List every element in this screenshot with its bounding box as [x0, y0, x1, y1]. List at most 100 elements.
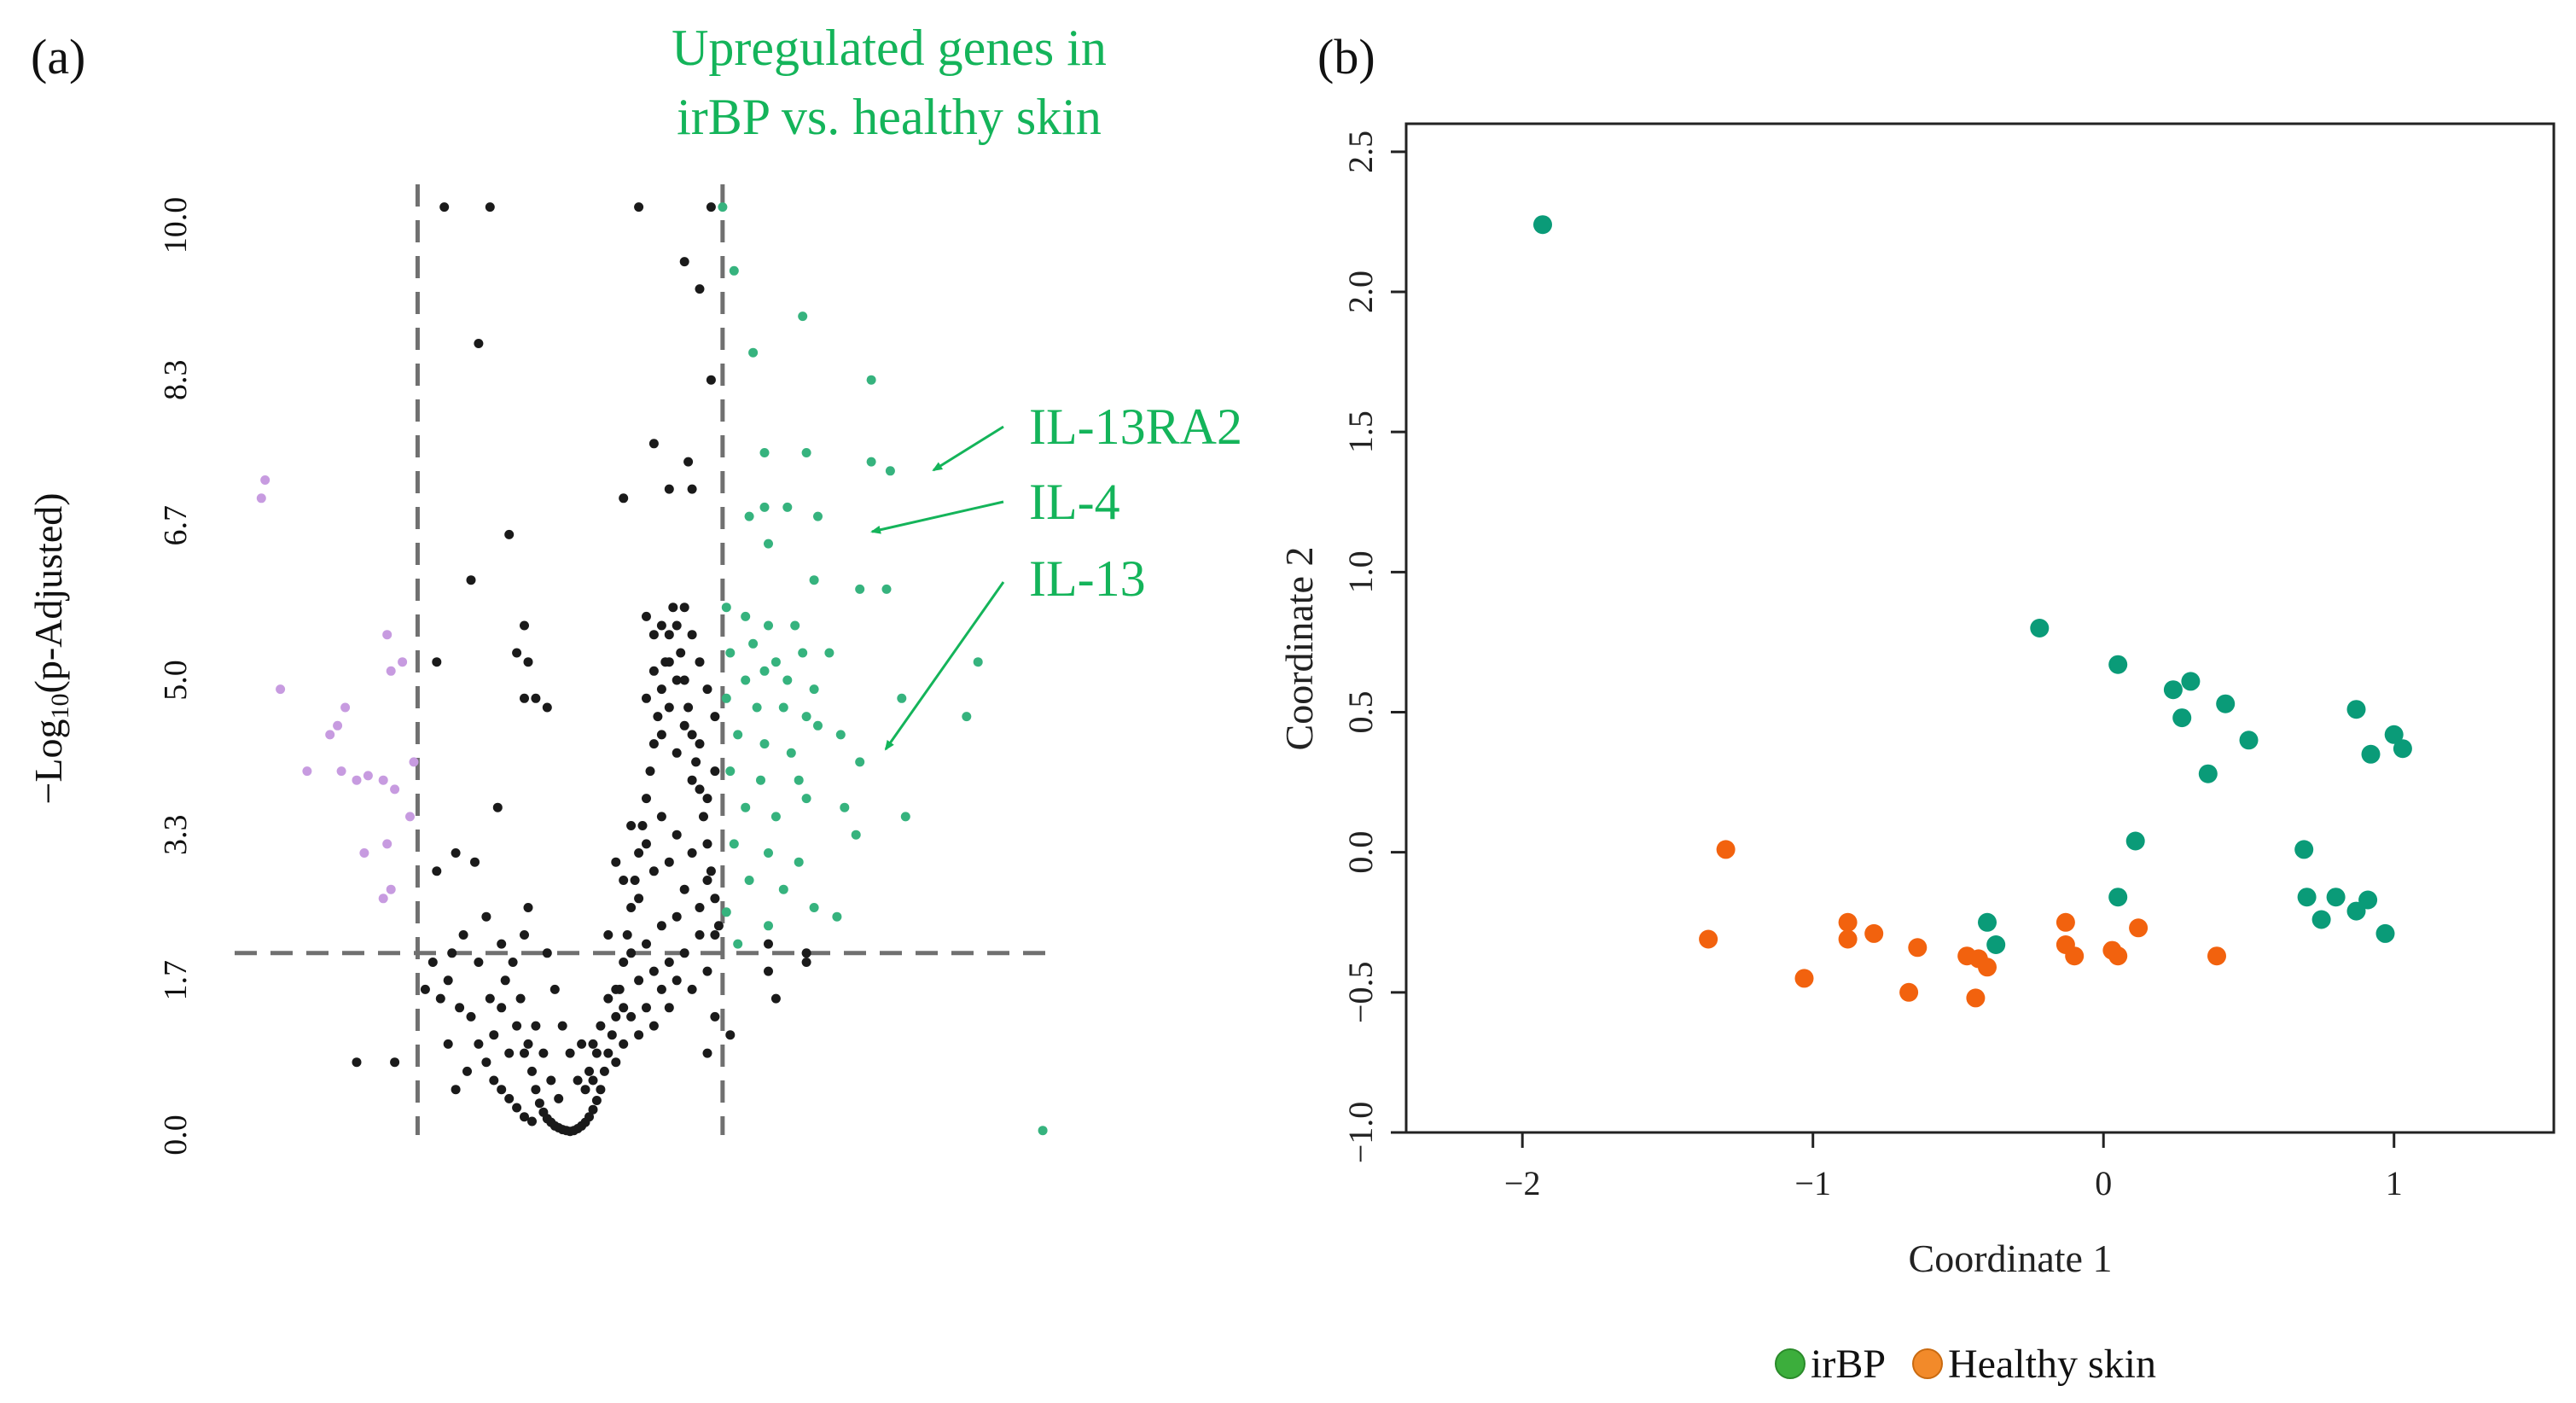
- volcano-point-not-significant: [432, 657, 442, 667]
- mds-y-tick-label: −0.5: [1341, 962, 1380, 1024]
- volcano-point-not-significant: [588, 1075, 598, 1086]
- volcano-point-not-significant: [603, 1048, 613, 1058]
- volcano-point-downregulated: [386, 884, 396, 894]
- volcano-point-not-significant: [584, 1112, 594, 1122]
- volcano-point-not-significant: [504, 1048, 515, 1058]
- mds-point-irbp: [2108, 888, 2128, 907]
- volcano-point-downregulated: [325, 730, 335, 740]
- volcano-point-not-significant: [672, 675, 682, 685]
- volcano-point-not-significant: [672, 830, 682, 840]
- volcano-point-upregulated: [725, 648, 736, 658]
- volcano-point-upregulated: [835, 730, 846, 740]
- volcano-point-not-significant: [634, 975, 644, 986]
- volcano-point-not-significant: [596, 1085, 606, 1095]
- volcano-point-upregulated: [759, 448, 770, 457]
- volcano-point-upregulated: [778, 884, 788, 894]
- volcano-point-not-significant: [489, 1075, 499, 1086]
- mds-point-irbp: [1978, 912, 1997, 932]
- volcano-point-upregulated: [748, 638, 759, 649]
- volcano-point-upregulated: [855, 757, 865, 767]
- volcano-point-not-significant: [687, 984, 697, 994]
- volcano-point-downregulated: [386, 666, 396, 676]
- mds-point-irbp: [2198, 764, 2218, 783]
- volcano-point-downregulated: [333, 720, 343, 731]
- volcano-point-upregulated: [725, 766, 736, 777]
- volcano-point-not-significant: [702, 1048, 712, 1058]
- mds-point-irbp: [2358, 890, 2378, 910]
- volcano-point-upregulated: [729, 839, 739, 849]
- volcano-point-not-significant: [664, 484, 674, 494]
- mds-y-tick-label: 1.0: [1341, 550, 1380, 593]
- mds-point-irbp: [2181, 672, 2201, 691]
- volcano-point-upregulated: [744, 876, 754, 885]
- legend-marker-healthy: [1912, 1348, 1943, 1379]
- volcano-point-not-significant: [481, 911, 491, 922]
- volcano-point-not-significant: [504, 529, 515, 539]
- mds-point-healthy-skin: [1864, 923, 1884, 943]
- volcano-point-not-significant: [645, 766, 655, 777]
- volcano-point-not-significant: [485, 993, 495, 1004]
- volcano-point-not-significant: [634, 1030, 644, 1040]
- volcano-ylabel-rest: (p-Adjusted): [26, 492, 70, 693]
- volcano-point-not-significant: [679, 257, 689, 267]
- volcano-point-upregulated: [813, 511, 823, 521]
- volcano-point-not-significant: [672, 620, 682, 631]
- volcano-point-upregulated: [764, 538, 773, 549]
- volcano-point-not-significant: [710, 1011, 720, 1022]
- volcano-point-not-significant: [648, 1021, 659, 1031]
- mds-point-irbp: [2030, 619, 2050, 637]
- volcano-point-not-significant: [546, 1075, 556, 1086]
- mds-plot-frame: [1404, 122, 2556, 1134]
- volcano-point-upregulated: [759, 502, 770, 512]
- volcano-point-not-significant: [508, 958, 518, 967]
- volcano-point-not-significant: [557, 1021, 567, 1031]
- volcano-point-not-significant: [603, 993, 613, 1004]
- mds-point-healthy-skin: [2056, 912, 2075, 932]
- volcano-point-upregulated: [801, 794, 811, 804]
- mds-x-tick-label: −1: [1794, 1164, 1831, 1202]
- volcano-point-not-significant: [672, 748, 682, 758]
- volcano-point-not-significant: [580, 1085, 590, 1095]
- volcano-point-upregulated: [770, 657, 781, 667]
- volcano-point-not-significant: [534, 1098, 544, 1109]
- volcano-point-not-significant: [725, 1030, 736, 1040]
- volcano-y-axis-label: −Log10(p-Adjusted): [26, 492, 74, 804]
- volcano-point-not-significant: [679, 948, 689, 958]
- volcano-point-not-significant: [672, 911, 682, 922]
- volcano-point-not-significant: [702, 794, 712, 804]
- volcano-point-not-significant: [664, 857, 674, 867]
- volcano-point-not-significant: [527, 1066, 537, 1076]
- volcano-point-downregulated: [260, 475, 270, 485]
- panel-a-label: (a): [31, 29, 85, 84]
- mds-point-irbp: [2311, 910, 2331, 929]
- annotation-il4: IL-4: [1029, 474, 1120, 530]
- volcano-point-not-significant: [619, 876, 629, 885]
- volcano-point-upregulated: [973, 657, 983, 667]
- volcano-point-not-significant: [523, 903, 533, 912]
- mds-point-irbp: [2108, 655, 2128, 674]
- volcano-point-not-significant: [497, 939, 507, 949]
- volcano-title-line2: irBP vs. healthy skin: [677, 89, 1102, 145]
- mds-point-healthy-skin: [2108, 946, 2128, 966]
- volcano-y-tick-label: 8.3: [158, 359, 194, 400]
- volcano-point-not-significant: [710, 712, 720, 722]
- arrow-il4: [870, 500, 1004, 534]
- volcano-point-upregulated: [855, 584, 865, 594]
- volcano-point-downregulated: [378, 775, 388, 785]
- volcano-point-not-significant: [619, 958, 629, 967]
- volcano-point-downregulated: [359, 848, 369, 858]
- volcano-point-not-significant: [474, 1039, 484, 1049]
- volcano-point-not-significant: [619, 1003, 629, 1013]
- volcano-point-upregulated: [764, 620, 773, 631]
- volcano-point-upregulated: [778, 702, 788, 713]
- volcano-point-downregulated: [302, 766, 312, 777]
- volcano-point-not-significant: [642, 1003, 651, 1013]
- volcano-annotations: IL-13RA2 IL-4 IL-13: [870, 399, 1242, 751]
- volcano-point-upregulated: [782, 675, 793, 685]
- volcano-point-not-significant: [695, 930, 705, 940]
- volcano-point-upregulated: [721, 603, 731, 613]
- volcano-point-downregulated: [382, 630, 393, 640]
- volcano-point-downregulated: [340, 702, 351, 713]
- volcano-point-upregulated: [866, 457, 876, 467]
- volcano-point-downregulated: [336, 766, 346, 777]
